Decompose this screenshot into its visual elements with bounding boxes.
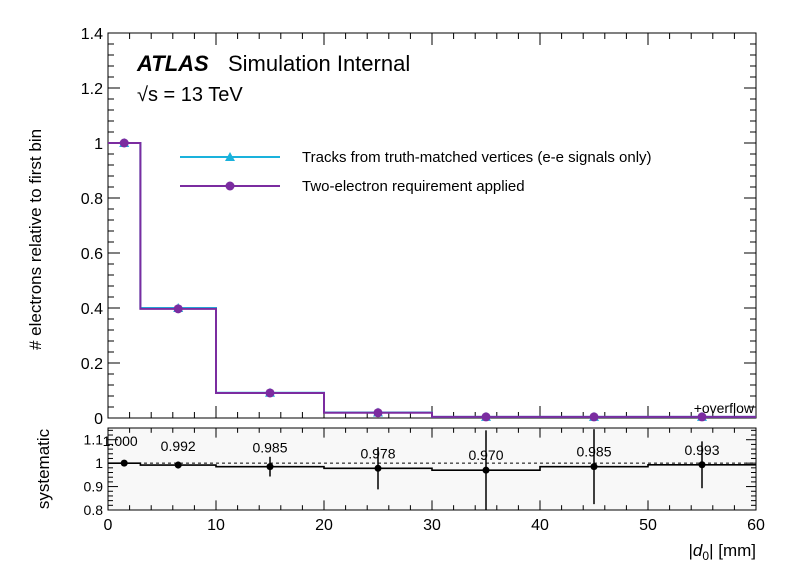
ratio-x-axis: 0 10 20 30 40 50 60 [104, 428, 765, 534]
energy-sqrt-symbol: √s [137, 84, 158, 106]
x-tick-label: 30 [423, 517, 441, 534]
ratio-series-layer: 1.000 0.992 0.985 0.978 0.970 0.985 0.993 [103, 429, 756, 510]
main-y-axis: 0 0.2 0.4 0.6 0.8 1 1.2 1.4 [81, 26, 756, 428]
ratio-value-label: 0.993 [684, 442, 719, 458]
series-2-point [589, 412, 599, 422]
overflow-label: +overflow [694, 400, 755, 416]
ratio-value-label: 0.978 [360, 445, 395, 461]
ratio-point [482, 466, 490, 474]
x-tick-label: 50 [639, 517, 657, 534]
x-tick-label: 10 [207, 517, 225, 534]
ratio-value-label: 0.970 [468, 447, 503, 463]
x-axis-label-var: d [693, 541, 703, 560]
ratio-y-tick-label: 1.1 [84, 432, 104, 448]
main-series-layer [108, 138, 756, 422]
x-tick-label: 20 [315, 517, 333, 534]
series-2-step-line [108, 142, 756, 418]
series-2-point [173, 304, 183, 314]
series-2-point [119, 138, 129, 148]
main-y-tick-label: 1.2 [81, 81, 103, 98]
main-y-tick-label: 0.4 [81, 301, 103, 318]
ratio-y-axis-label: systematic [34, 428, 53, 509]
legend-marker-series-2 [225, 181, 235, 191]
legend-marker-series-1 [225, 152, 235, 161]
ratio-point [174, 461, 182, 469]
ratio-value-label: 0.985 [252, 440, 287, 456]
energy-value: = 13 TeV [158, 84, 243, 106]
ratio-y-axis: 0.8 0.9 1 1.1 [84, 429, 756, 518]
legend: Tracks from truth-matched vertices (e-e … [180, 149, 652, 195]
series-2-point [697, 412, 707, 422]
x-tick-label: 60 [747, 517, 765, 534]
main-y-tick-label: 1.4 [81, 26, 103, 43]
x-tick-label: 40 [531, 517, 549, 534]
x-axis-label-sub: 0 [702, 549, 709, 563]
ratio-value-label: 0.992 [161, 438, 196, 454]
ratio-y-tick-label: 1 [95, 455, 103, 471]
ratio-point [698, 461, 706, 469]
series-2-point [373, 408, 383, 418]
ratio-point [590, 463, 598, 471]
main-y-tick-label: 0.6 [81, 246, 103, 263]
legend-label-series-1: Tracks from truth-matched vertices (e-e … [302, 149, 652, 166]
main-y-tick-label: 0.2 [81, 356, 103, 373]
ratio-value-label: 1.000 [103, 433, 138, 449]
atlas-logo-text: ATLAS [136, 51, 209, 76]
ratio-y-tick-label: 0.8 [84, 502, 104, 518]
atlas-subtitle: Simulation Internal [228, 51, 410, 76]
main-y-tick-label: 0.8 [81, 191, 103, 208]
x-tick-label: 0 [104, 517, 113, 534]
series-2-point [265, 388, 275, 398]
legend-label-series-2: Two-electron requirement applied [302, 178, 525, 195]
ratio-point [266, 463, 274, 471]
energy-label: √s = 13 TeV [137, 84, 243, 106]
ratio-point [374, 464, 382, 472]
ratio-panel: 0.8 0.9 1 1.1 0 10 20 30 40 50 60 1.000 0.992 0.985… [34, 427, 765, 563]
ratio-y-tick-label: 0.9 [84, 479, 104, 495]
main-y-tick-label: 1 [94, 136, 103, 153]
x-axis-label-unit: [mm] [718, 541, 756, 560]
main-y-axis-label: # electrons relative to first bin [26, 129, 45, 350]
ratio-value-label: 0.985 [576, 444, 611, 460]
x-axis-label: |d0| [mm] [689, 541, 757, 563]
main-y-tick-label: 0 [94, 411, 103, 428]
series-2-point [481, 412, 491, 422]
main-panel: 0 0.2 0.4 0.6 0.8 1 1.2 1.4 # electrons relativ… [26, 26, 757, 428]
ratio-point [120, 459, 128, 467]
